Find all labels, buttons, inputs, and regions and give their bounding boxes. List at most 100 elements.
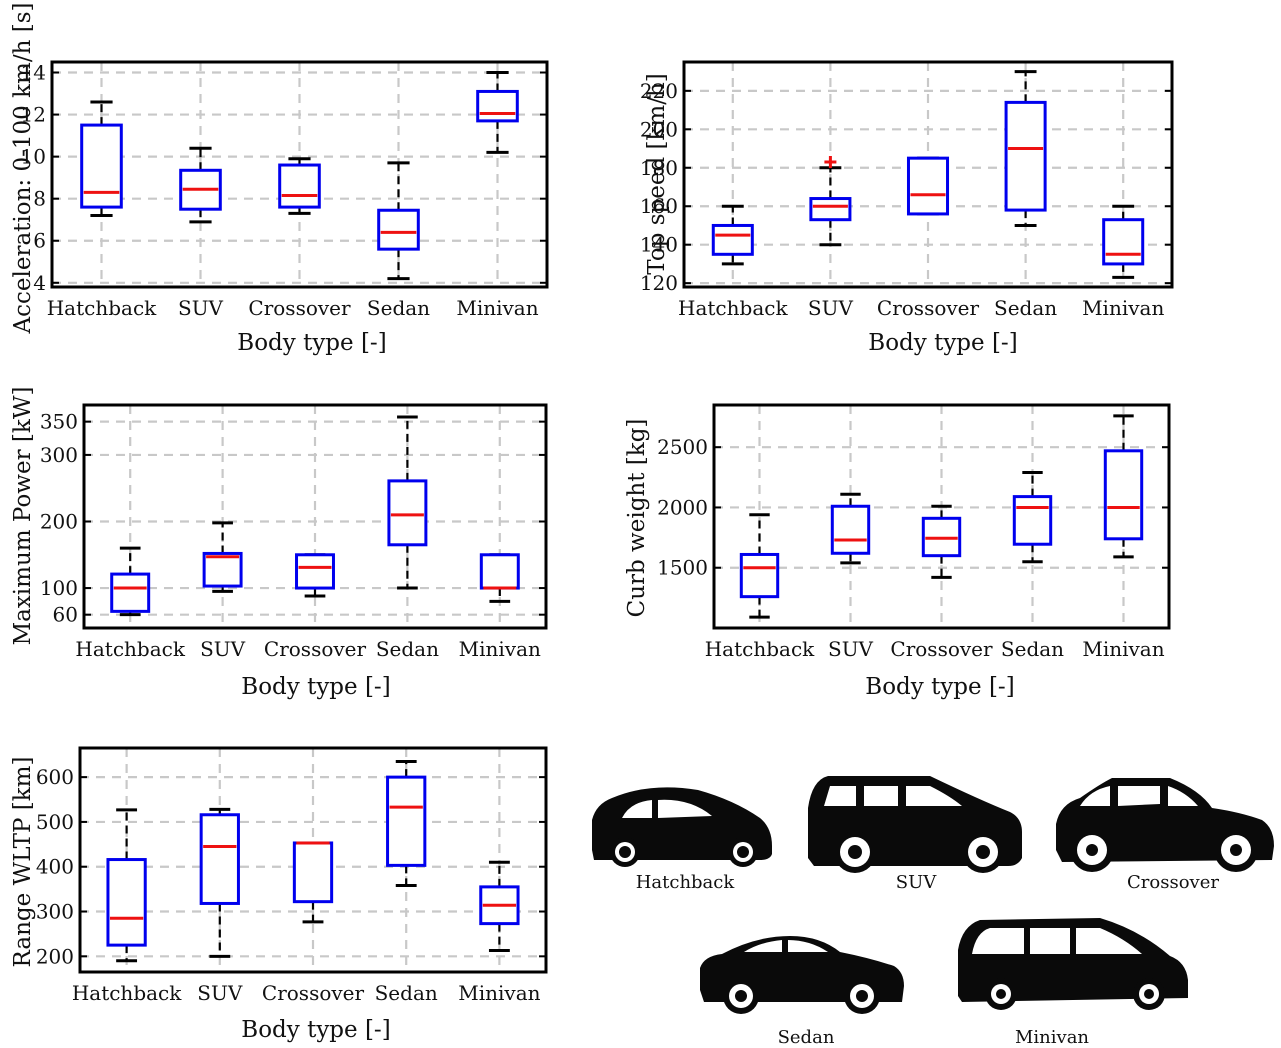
y-tick-label: 500 — [36, 810, 74, 834]
box-suv — [179, 146, 222, 224]
y-axis-label: Maximum Power [kW] — [10, 387, 36, 646]
x-tick-label: SUV — [200, 637, 246, 661]
box-sedan — [1012, 471, 1053, 564]
y-axis-label: Curb weight [kg] — [624, 419, 650, 618]
x-tick-label: Minivan — [456, 296, 538, 320]
x-tick-label: SUV — [828, 637, 874, 661]
plot-frame — [82, 403, 548, 630]
iqr-box — [906, 156, 950, 216]
y-tick-label: 140 — [640, 233, 678, 257]
x-tick-label: Hatchback — [47, 296, 157, 320]
box-crossover — [906, 156, 950, 216]
x-tick-label: Hatchback — [75, 637, 185, 661]
x-tick-label: Sedan — [1001, 637, 1064, 661]
box-crossover — [295, 553, 335, 598]
sedan-silhouette: Sedan — [700, 936, 904, 1048]
x-tick-label: Crossover — [248, 296, 351, 320]
acceleration-boxplot: Acceleration: 0-100 km/h [s] Body type [… — [10, 3, 549, 356]
plot-frame — [682, 60, 1174, 289]
x-tick-label: Hatchback — [678, 296, 788, 320]
iqr-box — [479, 553, 520, 590]
box-crossover — [921, 504, 962, 579]
x-tick-label: Crossover — [262, 981, 365, 1005]
box-suv — [830, 492, 871, 565]
suv-silhouette: SUV — [808, 776, 1022, 893]
y-tick-label: 200 — [36, 944, 74, 968]
x-tick-label: SUV — [197, 981, 243, 1005]
iqr-box — [476, 89, 519, 123]
iqr-box — [199, 813, 240, 905]
box-crossover — [278, 157, 321, 215]
box-sedan — [377, 161, 420, 281]
y-tick-label: 220 — [640, 79, 678, 103]
y-tick-label: 600 — [36, 765, 74, 789]
sedan-label: Sedan — [778, 1027, 835, 1048]
y-tick-label: 1500 — [657, 556, 708, 580]
y-tick-label: 4 — [33, 271, 46, 295]
curb-weight-boxplot: Curb weight [kg] Body type [-] 1500 2000 2… — [624, 403, 1171, 700]
y-tick-label: 200 — [40, 509, 78, 533]
y-tick-label: 2000 — [657, 495, 708, 519]
crossover-label: Crossover — [1127, 872, 1219, 893]
y-tick-label: 180 — [640, 156, 678, 180]
y-tick-label: 10 — [21, 145, 46, 169]
x-tick-label: Sedan — [376, 637, 439, 661]
box-minivan — [479, 553, 520, 603]
range-wltp-boxplot: Range WLTP [km] Body type [-] 200 300 400 5… — [10, 746, 548, 1043]
box-hatchback — [106, 808, 147, 963]
y-tick-label: 12 — [21, 103, 46, 127]
car-illustrations: Hatchback SUV Crossover — [592, 776, 1274, 1048]
y-tick-label: 14 — [21, 61, 46, 85]
y-tick-label: 300 — [36, 900, 74, 924]
top-speed-boxplot: Top speed [km/h] Body type [-] 120 140 160… — [640, 60, 1174, 356]
y-tick-label: 60 — [53, 603, 78, 627]
x-tick-label: Hatchback — [72, 981, 182, 1005]
x-tick-label: Crossover — [264, 637, 367, 661]
hatchback-silhouette: Hatchback — [592, 787, 772, 893]
x-axis-label: Body type [-] — [241, 1017, 390, 1043]
y-tick-label: 160 — [640, 194, 678, 218]
iqr-box — [711, 223, 754, 256]
suv-label: SUV — [896, 872, 938, 893]
box-minivan — [1103, 414, 1144, 559]
box-minivan — [479, 860, 520, 952]
y-tick-label: 2500 — [657, 435, 708, 459]
x-axis-label: Body type [-] — [865, 674, 1014, 700]
iqr-box — [739, 552, 780, 599]
x-tick-label: SUV — [808, 296, 854, 320]
x-tick-label: Sedan — [375, 981, 438, 1005]
minivan-label: Minivan — [1015, 1027, 1089, 1048]
box-suv — [809, 156, 852, 247]
x-tick-label: Hatchback — [705, 637, 815, 661]
x-tick-label: Minivan — [458, 981, 540, 1005]
iqr-box — [809, 197, 852, 222]
box-hatchback — [739, 513, 780, 619]
y-tick-label: 120 — [640, 271, 678, 295]
iqr-box — [1102, 218, 1145, 266]
box-crossover — [292, 841, 334, 924]
box-hatchback — [80, 100, 123, 218]
x-axis-label: Body type [-] — [868, 330, 1017, 356]
maximum-power-boxplot: Maximum Power [kW] Body type [-] 60 100 20… — [10, 387, 548, 700]
box-hatchback — [711, 204, 754, 266]
x-tick-label: SUV — [178, 296, 224, 320]
box-minivan — [476, 71, 519, 154]
x-tick-label: Minivan — [459, 637, 541, 661]
x-tick-label: Crossover — [877, 296, 980, 320]
iqr-box — [110, 572, 151, 613]
x-tick-label: Crossover — [890, 637, 993, 661]
iqr-box — [292, 841, 334, 904]
iqr-box — [1012, 495, 1053, 546]
box-hatchback — [110, 546, 151, 617]
y-tick-label: 400 — [36, 855, 74, 879]
x-tick-label: Minivan — [1082, 637, 1164, 661]
crossover-silhouette: Crossover — [1056, 778, 1274, 893]
iqr-box — [295, 553, 335, 590]
y-tick-label: 8 — [33, 187, 46, 211]
x-tick-label: Sedan — [994, 296, 1057, 320]
box-sedan — [386, 759, 427, 888]
plot-frame — [712, 403, 1171, 630]
iqr-box — [830, 504, 871, 555]
minivan-silhouette: Minivan — [958, 918, 1188, 1048]
